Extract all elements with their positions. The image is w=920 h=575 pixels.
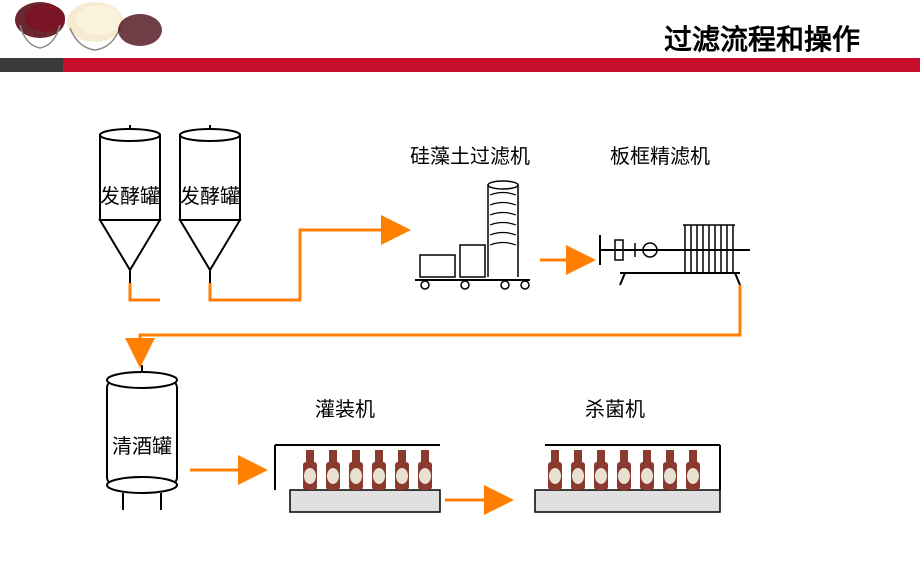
wine-glass-decoration: [0, 0, 180, 58]
flow-lines: [40, 100, 880, 555]
divider-bar: [0, 58, 920, 72]
slide-title: 过滤流程和操作: [664, 18, 860, 58]
process-flow-diagram: 发酵罐 发酵罐 硅藻土过滤机 板框精滤机: [40, 100, 880, 555]
bar-red-segment: [63, 58, 920, 72]
bar-grey-segment: [0, 58, 63, 72]
